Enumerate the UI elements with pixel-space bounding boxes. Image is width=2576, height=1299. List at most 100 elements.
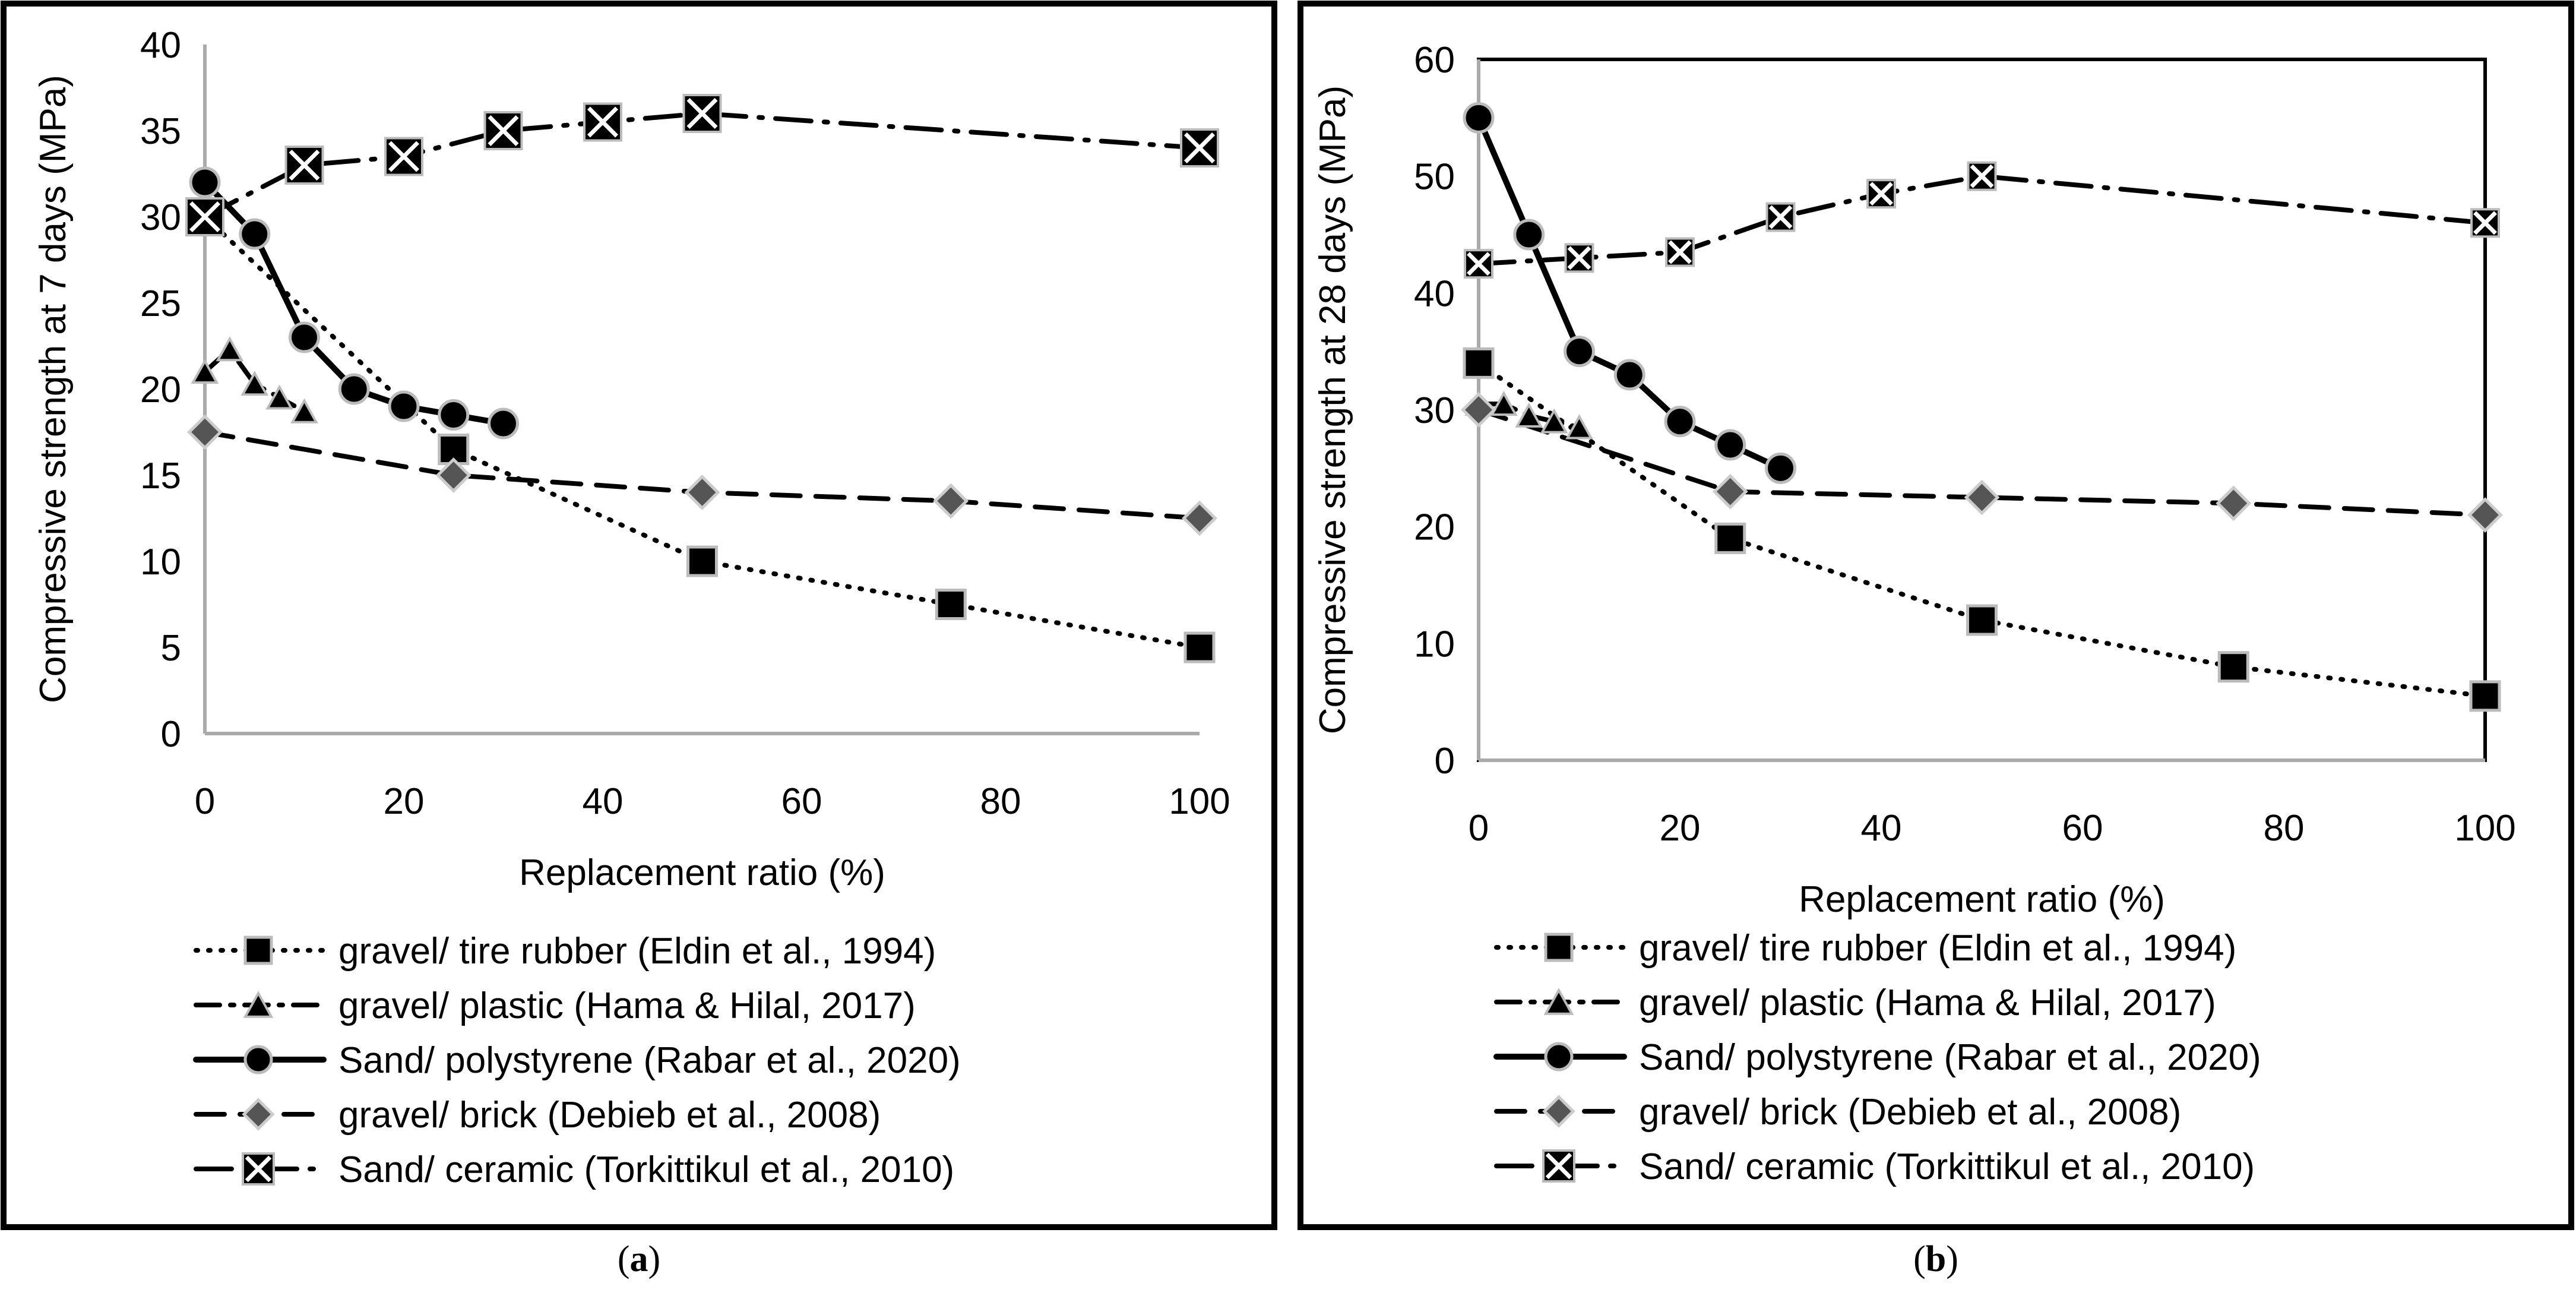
- chart-a: 0 5 10 15 20 25 30 35 40 0 20 40 60 80 100 Replacement …: [33, 25, 1230, 1190]
- panel-b-point-ceramic-cross: [1869, 182, 1893, 206]
- panel-a-point-brick-shape: [684, 475, 720, 510]
- panel-a-point-polystyrene-shape: [438, 399, 470, 431]
- panel-b-legend-marker-brick-shape: [1542, 1095, 1575, 1128]
- panel-b-point-plastic-shape: [1515, 402, 1543, 428]
- panel-a-point-ceramic-cross: [189, 201, 221, 233]
- panel-a-point-ceramic-cross: [587, 106, 619, 138]
- panel-b-point-ceramic: [1665, 237, 1695, 267]
- panel-a-legend-label-tire-rubber: gravel/ tire rubber (Eldin et al., 1994): [338, 931, 936, 972]
- panel-a-point-ceramic: [284, 146, 324, 185]
- panel-b-point-brick-shape: [1964, 479, 2000, 516]
- panel-a-point-plastic-shape: [216, 336, 244, 362]
- panel-a-xtick-label: 60: [781, 781, 822, 822]
- panel-b-xtick-label: 0: [1469, 808, 1489, 849]
- panel-a-point-polystyrene-shape: [388, 390, 420, 422]
- panel-b-point-polystyrene-shape: [1463, 102, 1495, 134]
- panel-b-legend-marker-plastic-shape: [1543, 988, 1574, 1015]
- panel-b-series-line-tire-rubber: [1476, 361, 2488, 699]
- panel-a-point-brick-shape: [933, 483, 969, 519]
- panel-a-point-polystyrene: [239, 218, 271, 250]
- panel-a-point-ceramic: [1180, 128, 1219, 167]
- panel-b-legend-marker-ceramic-cross: [1545, 1152, 1572, 1180]
- panel-b-legend-label-polystyrene: Sand/ polystyrene (Rabar et al., 2020): [1639, 1037, 2261, 1078]
- panel-a-ytick-label: 0: [161, 714, 181, 755]
- panel-b-legend-marker-plastic: [1543, 988, 1574, 1015]
- panel-a-ytick-label: 15: [140, 456, 181, 497]
- panel-a-point-polystyrene-shape: [189, 166, 221, 198]
- panel-b-point-plastic: [1489, 391, 1518, 416]
- panel-a-ytick-label: 10: [140, 542, 181, 583]
- panel-b-ytick-label: 10: [1414, 624, 1455, 665]
- panel-b-point-ceramic-cross: [1768, 205, 1793, 229]
- panel-a-point-tire-rubber: [686, 545, 718, 577]
- panel-a-point-tire-rubber-shape: [935, 589, 967, 620]
- panel-b-ytick-label: 50: [1414, 157, 1455, 198]
- panel-b-point-polystyrene-shape: [1564, 336, 1595, 368]
- panel-a-point-brick: [684, 475, 720, 510]
- panel-b-point-plastic: [1565, 414, 1593, 440]
- panel-a-point-ceramic-cross: [289, 149, 320, 181]
- panel-a-point-polystyrene: [488, 407, 519, 440]
- panel-a-point-brick-shape: [187, 414, 223, 450]
- panel-a-point-polystyrene: [289, 321, 320, 353]
- panel-b-legend-label-tire-rubber: gravel/ tire rubber (Eldin et al., 1994): [1639, 928, 2236, 969]
- panel-a-ytick-label: 25: [140, 283, 181, 324]
- panel-a-point-brick-shape: [435, 457, 471, 493]
- panel-a-point-plastic: [240, 371, 269, 396]
- panel-a-point-ceramic-cross: [488, 115, 519, 147]
- panel-a-frame: [1, 1, 1277, 1230]
- panel-b-xtick-label: 60: [2062, 808, 2103, 849]
- panel-b-xtick-label: 40: [1861, 808, 1902, 849]
- panel-a-legend-marker-polystyrene: [243, 1045, 273, 1074]
- panel-a-point-brick: [187, 414, 223, 450]
- panel-b-frame: [1298, 1, 2574, 1230]
- panel-a-point-plastic: [191, 358, 219, 384]
- panel-b-legend-marker-ceramic: [1542, 1149, 1575, 1183]
- panel-b-point-brick: [2216, 485, 2252, 522]
- panel-b-point-polystyrene-shape: [1613, 359, 1645, 391]
- panel-b-point-ceramic-cross: [1970, 164, 1994, 188]
- panel-b-ytick-label: 0: [1435, 741, 1455, 782]
- panel-b-point-brick: [1964, 479, 2000, 516]
- panel-a-point-polystyrene-shape: [488, 407, 519, 440]
- panel-a-point-polystyrene: [338, 373, 370, 405]
- panel-a-point-polystyrene: [438, 399, 470, 431]
- panel-a-legend-label-brick: gravel/ brick (Debieb et al., 2008): [338, 1095, 881, 1136]
- panel-a-legend-marker-ceramic: [242, 1152, 275, 1186]
- panel-b-point-plastic-shape: [1489, 391, 1518, 416]
- panel-b-point-ceramic-cross: [1567, 246, 1591, 270]
- panel-a-point-brick: [1182, 500, 1217, 536]
- panel-b-point-tire-rubber: [1463, 347, 1495, 379]
- panel-b-point-polystyrene: [1564, 336, 1595, 368]
- panel-b-legend-marker-brick: [1542, 1095, 1575, 1128]
- panel-b-point-polystyrene: [1463, 102, 1495, 134]
- panel-a-point-plastic-shape: [290, 398, 318, 423]
- panel-b-point-polystyrene-shape: [1664, 406, 1696, 438]
- panel-a-ytick-label: 5: [161, 628, 181, 669]
- panel-b-legend-label-brick: gravel/ brick (Debieb et al., 2008): [1639, 1092, 2181, 1133]
- panel-a-legend-label-plastic: gravel/ plastic (Hama & Hilal, 2017): [338, 985, 916, 1026]
- panel-b-point-tire-rubber-shape: [1966, 604, 1998, 636]
- panel-a-series-line-tire-rubber: [202, 214, 1202, 650]
- panel-b-point-ceramic-cross: [1467, 252, 1490, 276]
- panel-b-point-ceramic-cross: [2473, 211, 2497, 235]
- panel-b-point-ceramic: [1866, 179, 1896, 209]
- panel-a-point-polystyrene-shape: [338, 373, 370, 405]
- panel-a-point-ceramic: [682, 94, 722, 133]
- panel-b-point-plastic-shape: [1540, 408, 1568, 434]
- panel-b-xtick-label: 20: [1660, 808, 1701, 849]
- panel-b-ytick-label: 30: [1414, 390, 1455, 431]
- panel-a-point-brick: [435, 457, 471, 493]
- panel-a-y-axis-label: Compressive strength at 7 days (MPa): [33, 75, 74, 703]
- panel-b-point-tire-rubber-shape: [2217, 651, 2249, 683]
- panel-b-legend-label-ceramic: Sand/ ceramic (Torkittikul et al., 2010): [1639, 1146, 2255, 1187]
- panel-a-point-plastic: [216, 336, 244, 362]
- panel-a-point-tire-rubber-shape: [1183, 631, 1216, 663]
- panel-b-point-ceramic: [1765, 202, 1796, 232]
- panel-a-point-ceramic-cross: [388, 141, 420, 172]
- panel-a-xtick-label: 80: [980, 781, 1021, 822]
- panel-b-xtick-label: 100: [2454, 808, 2515, 849]
- panel-a-xtick-label: 0: [195, 781, 215, 822]
- panel-b-point-polystyrene: [1513, 219, 1545, 251]
- panel-a-legend-marker-tire-rubber-shape: [243, 935, 273, 965]
